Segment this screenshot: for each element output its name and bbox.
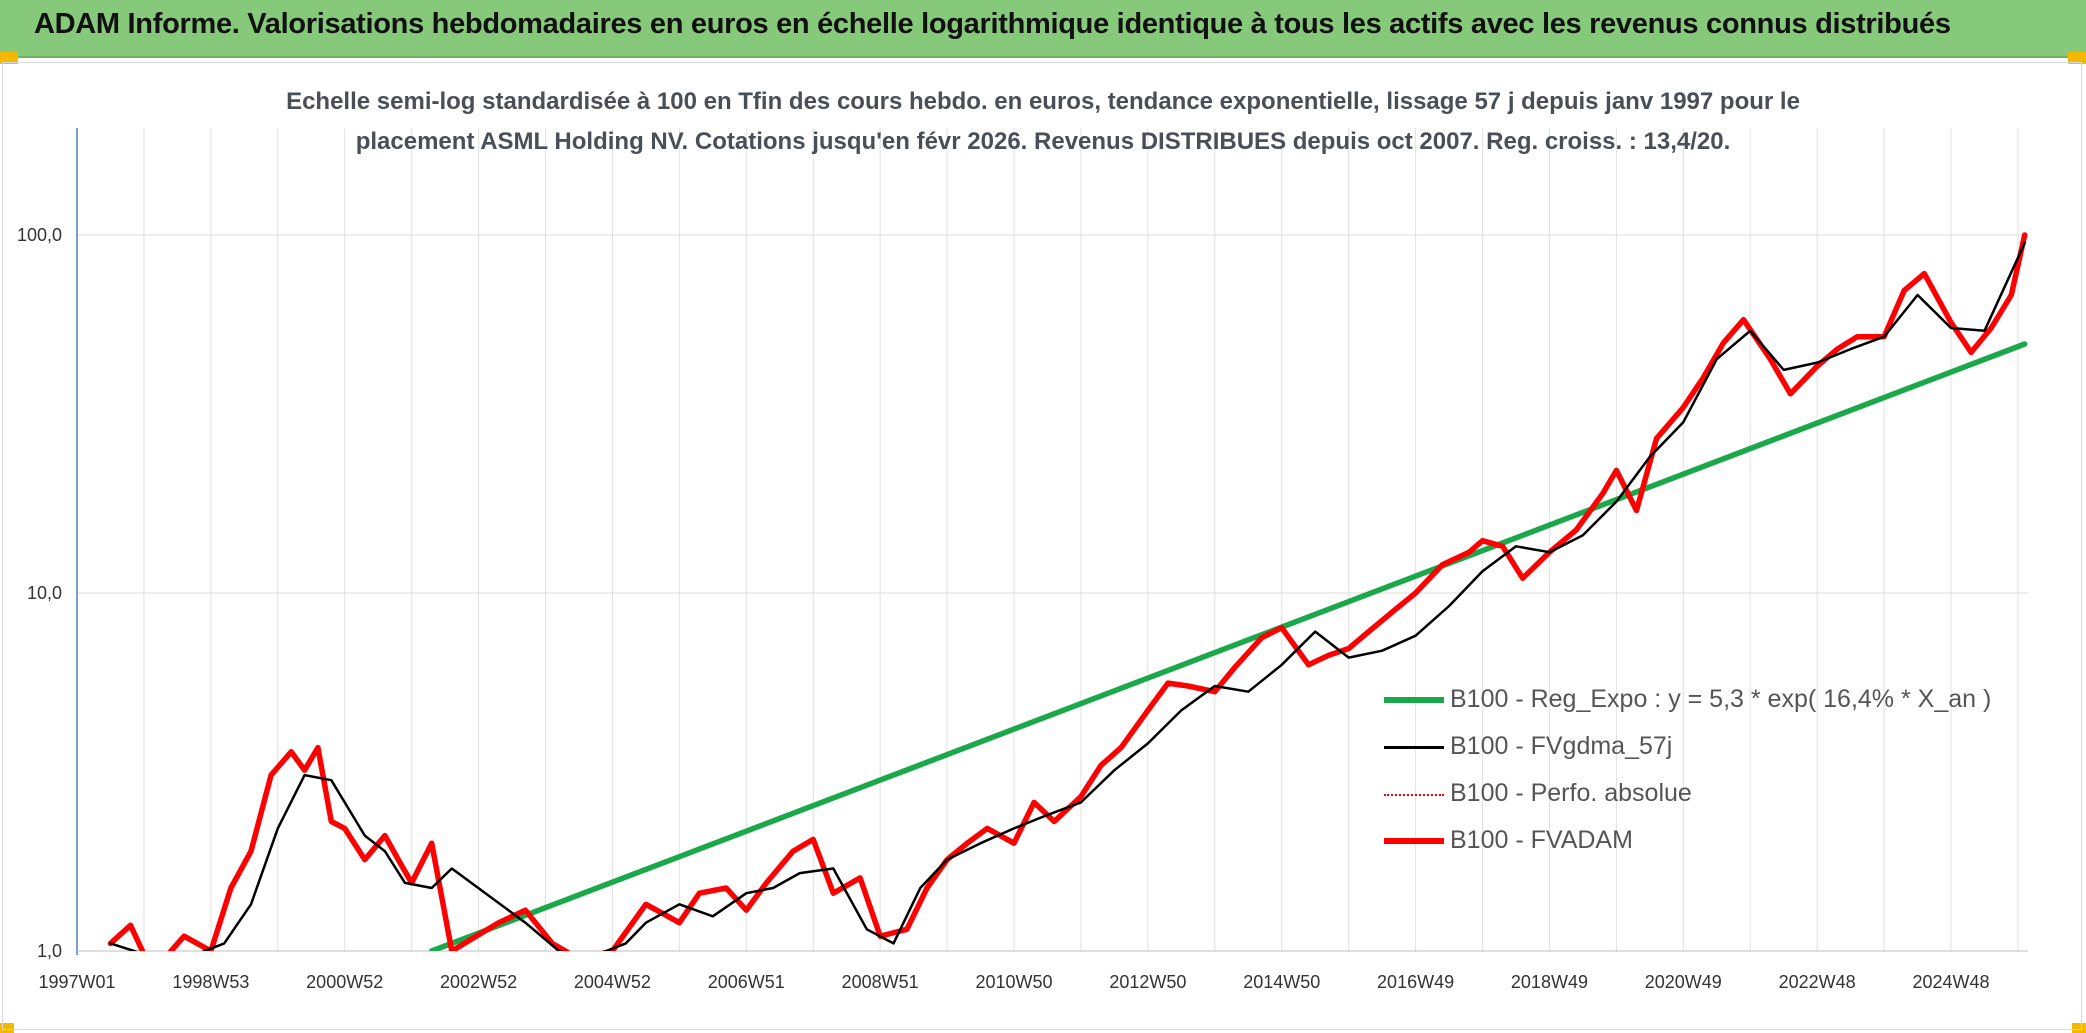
legend-swatch-fvadam	[1384, 838, 1444, 844]
legend-swatch-reg-expo	[1384, 697, 1444, 703]
legend-label-reg-expo: B100 - Reg_Expo : y = 5,3 * exp( 16,4% *…	[1450, 685, 1992, 713]
series-line-fvadam	[107, 232, 2028, 951]
chart-title-line-2: placement ASML Holding NV. Cotations jus…	[355, 128, 1731, 155]
legend-swatch-fvgdma	[1384, 746, 1444, 749]
y-tick-label: 1,0	[37, 941, 62, 961]
legend-label-fvgdma: B100 - FVgdma_57j	[1450, 732, 1673, 760]
x-tick-label: 2014W50	[1243, 972, 1320, 992]
x-tick-label: 2002W52	[440, 972, 517, 992]
y-tick-label: 100,0	[17, 225, 62, 245]
series-line-fvgdma	[109, 241, 2026, 951]
corner-marker-bottom-left	[0, 1023, 14, 1033]
x-tick-label: 1998W53	[172, 972, 249, 992]
chart-frame	[2, 62, 2082, 1030]
corner-marker-top-left	[0, 52, 18, 64]
x-tick-label: 2004W52	[574, 972, 651, 992]
x-tick-label: 2016W49	[1377, 972, 1454, 992]
x-tick-label: 2000W52	[306, 972, 383, 992]
x-tick-label: 2006W51	[708, 972, 785, 992]
x-tick-label: 2020W49	[1645, 972, 1722, 992]
legend-label-fvadam: B100 - FVADAM	[1450, 826, 1633, 854]
y-tick-label: 10,0	[27, 583, 62, 603]
chart-title-line-1: Echelle semi-log standardisée à 100 en T…	[286, 88, 1800, 115]
corner-marker-top-right	[2068, 52, 2086, 64]
legend-swatch-perfo-absolue	[1384, 794, 1444, 796]
series-line-reg-expo	[428, 341, 2028, 951]
x-tick-label: 2012W50	[1109, 972, 1186, 992]
x-tick-label: 2018W49	[1511, 972, 1588, 992]
corner-marker-bottom-right	[2072, 1023, 2086, 1033]
x-tick-label: 2010W50	[975, 972, 1052, 992]
x-tick-label: 2022W48	[1779, 972, 1856, 992]
banner: ADAM Informe. Valorisations hebdomadaire…	[0, 0, 2086, 58]
x-tick-label: 1997W01	[38, 972, 115, 992]
banner-title: ADAM Informe. Valorisations hebdomadaire…	[34, 8, 1951, 40]
x-tick-label: 2024W48	[1912, 972, 1989, 992]
legend-label-perfo-absolue: B100 - Perfo. absolue	[1450, 779, 1692, 807]
x-tick-label: 2008W51	[842, 972, 919, 992]
